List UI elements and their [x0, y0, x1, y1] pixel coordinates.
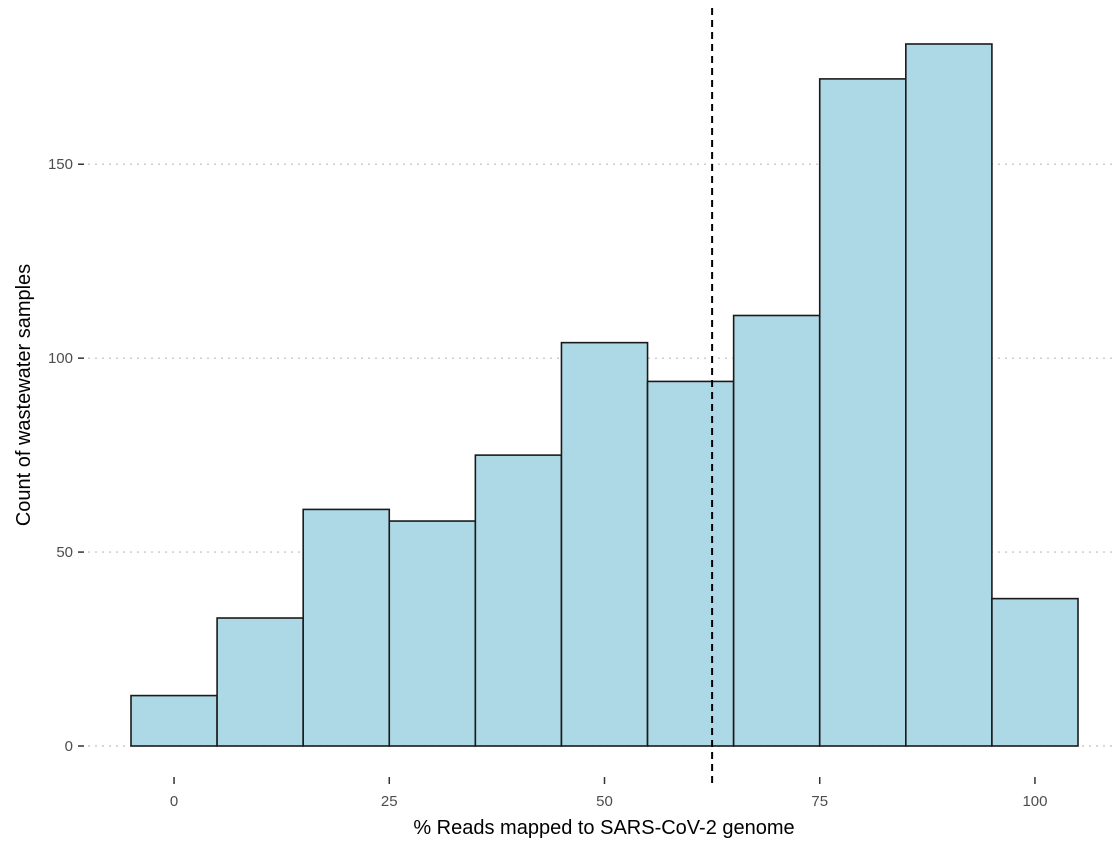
histogram-bar-8 — [818, 78, 907, 747]
y-axis: 0 50 100 150 — [48, 156, 84, 755]
x-tick-label-100: 100 — [1022, 793, 1047, 810]
histogram-bar-4 — [474, 454, 563, 747]
x-tick-label-0: 0 — [170, 793, 178, 810]
histogram-bar-10 — [991, 597, 1079, 747]
x-tick-label-50: 50 — [596, 793, 613, 810]
y-tick-label-0: 0 — [65, 738, 73, 755]
y-tick-label-150: 150 — [48, 156, 73, 173]
x-tick-label-75: 75 — [811, 793, 828, 810]
histogram-bar-6 — [646, 380, 735, 747]
histogram-bar-7 — [732, 314, 821, 747]
x-tick-label-25: 25 — [381, 793, 398, 810]
y-tick-label-50: 50 — [56, 544, 73, 561]
histogram-bar-0 — [130, 694, 218, 747]
x-axis-title: % Reads mapped to SARS-CoV-2 genome — [413, 817, 794, 839]
y-tick-label-100: 100 — [48, 350, 73, 367]
histogram-bar-1 — [216, 617, 304, 747]
histogram-bar-5 — [560, 341, 649, 747]
histogram-bar-3 — [388, 520, 477, 747]
histogram-bar-2 — [302, 508, 391, 747]
x-axis: 0 25 50 75 100 — [170, 777, 1047, 810]
y-axis-title: Count of wastewater samples — [13, 264, 35, 526]
histogram-bars — [130, 43, 1079, 747]
histogram-bar-9 — [905, 43, 993, 747]
